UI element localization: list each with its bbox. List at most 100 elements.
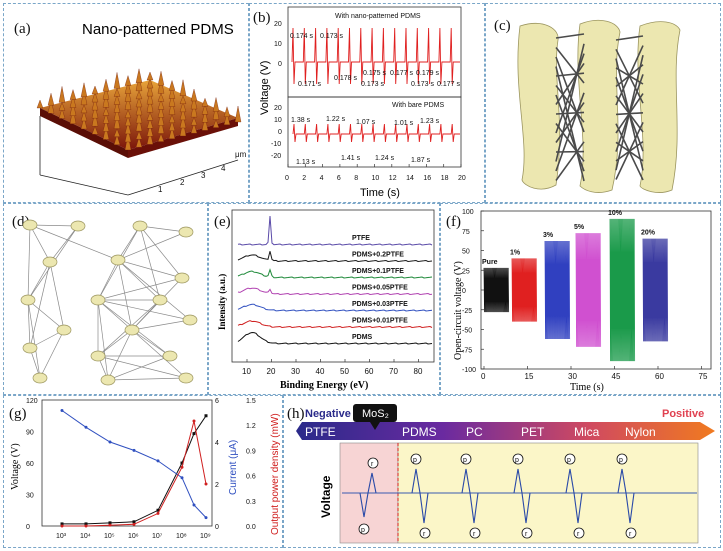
afm-spike [113, 88, 121, 97]
network-link [117, 259, 191, 321]
e-series-label: PDMS+0.01PTFE [352, 318, 408, 325]
g-power-point [156, 511, 160, 515]
h-peak-p-circle [460, 453, 472, 465]
e-spectra: PTFE PDMS+0.2PTFE PDMS+0.1PTFE PDMS+0.05PTF… [237, 215, 433, 345]
network-node [22, 219, 38, 231]
network-link [131, 299, 161, 331]
panel-f [440, 203, 721, 395]
g-xtick-label: 10⁶ [128, 533, 139, 540]
g-power-point [132, 522, 136, 526]
network-link [117, 259, 183, 279]
afm-spike [135, 102, 143, 116]
afm-spike [102, 79, 110, 92]
network-node [56, 324, 72, 336]
f-ytick-label: -25 [462, 308, 472, 315]
e-series-label: PDMS [352, 334, 373, 341]
afm-spike [80, 82, 88, 97]
panel-d [3, 203, 208, 395]
h-peak-p-circle [512, 453, 524, 465]
e-series-label: PTFE [352, 235, 370, 242]
afm-spike [58, 86, 66, 103]
f-group-signal [575, 233, 602, 347]
h-peak-r-circle [625, 527, 637, 539]
afm-spike [124, 109, 132, 118]
h-materials: PTFE PDMS PC PET Mica Nylon [305, 425, 656, 439]
afm-spike [190, 116, 198, 126]
afm-spike [168, 79, 176, 91]
afm-spike [234, 105, 242, 123]
f-xtick-label: 15 [525, 372, 534, 381]
h-peak-p-label: p [463, 457, 467, 464]
afm-spike [91, 85, 99, 95]
b-bint-0: 1.38 s [291, 117, 311, 124]
network-link [139, 225, 161, 301]
g-current-point [108, 440, 112, 444]
e-series-line [237, 268, 433, 279]
afm-spike [179, 101, 187, 112]
network-link [139, 225, 183, 279]
afm-surface [36, 68, 242, 158]
panel-a-label: (a) [14, 21, 31, 37]
b-int-6: 0.177 s [390, 70, 413, 77]
network-link [29, 224, 119, 261]
afm-spike [168, 126, 176, 139]
b-xtick-label: 10 [372, 175, 380, 182]
afm-spike [135, 90, 143, 100]
b-bint-6: 1.41 s [341, 155, 361, 162]
afm-spike [168, 86, 176, 99]
b-ytick-top-0: 0 [278, 61, 282, 68]
e-series-line [237, 287, 433, 296]
afm-spike [135, 68, 143, 83]
h-peak-signal [617, 468, 635, 524]
network-link [117, 225, 141, 261]
h-peak-p-label: p [567, 457, 571, 464]
b-bint-4: 1.23 s [420, 118, 440, 125]
g-ytick-left: 0 [26, 524, 30, 531]
g-voltage-point [180, 461, 184, 465]
b-ytick-top-2: 20 [274, 21, 282, 28]
f-xtick-label: 45 [612, 372, 621, 381]
afm-spike [212, 97, 220, 112]
afm-spike [201, 116, 209, 131]
network-link [29, 224, 51, 263]
g-current-point [156, 459, 160, 463]
fiber-right [615, 45, 644, 106]
h-material-label: PET [521, 425, 545, 439]
g-ytick-right: 1.5 [246, 398, 256, 405]
h-peak-r-label: r [629, 531, 632, 538]
b-int-8: 0.173 s [411, 81, 434, 88]
network-node [110, 254, 126, 266]
network-link [49, 225, 79, 263]
network-node [132, 220, 148, 232]
network-link [131, 319, 191, 331]
afm-spike [157, 133, 165, 142]
b-int-1: 0.173 s [320, 33, 343, 40]
b-xtick-label: 12 [389, 175, 397, 182]
b-ytick-bot-0: -20 [271, 153, 281, 160]
e-xtick-label: 20 [267, 367, 276, 376]
panel-a-title: Nano-patterned PDMS [82, 21, 234, 38]
b-xtick-label: 2 [302, 175, 306, 182]
b-xtick-label: 8 [354, 175, 358, 182]
fiber-left [555, 111, 585, 115]
f-group-label: Pure [482, 259, 498, 266]
network-link [97, 259, 119, 301]
h-peak-signal [411, 468, 429, 524]
g-plot: 10³ 10⁴ 10⁵ 10⁶ 10⁷ 10⁸ 10⁹ 0 30 60 90 120 0 2 4 6 0.0 0.… [26, 398, 256, 540]
afm-spike [190, 88, 198, 102]
h-peak-r-circle [573, 527, 585, 539]
f-ytick-label: -50 [462, 328, 472, 335]
h-peak-signal [565, 468, 583, 524]
network-node [124, 324, 140, 336]
afm-spike [124, 121, 132, 135]
g-xtick-label: 10⁹ [200, 533, 211, 540]
network-link [97, 299, 133, 331]
e-series-line [237, 320, 433, 329]
b-top-legend: With nano-patterned PDMS [335, 13, 421, 20]
network-link [97, 299, 109, 381]
g-current-point [204, 516, 208, 520]
afm-spike [146, 71, 154, 81]
g-power-point [180, 465, 184, 469]
g-ytick-right: 0.0 [246, 524, 256, 531]
network-link [97, 277, 183, 301]
